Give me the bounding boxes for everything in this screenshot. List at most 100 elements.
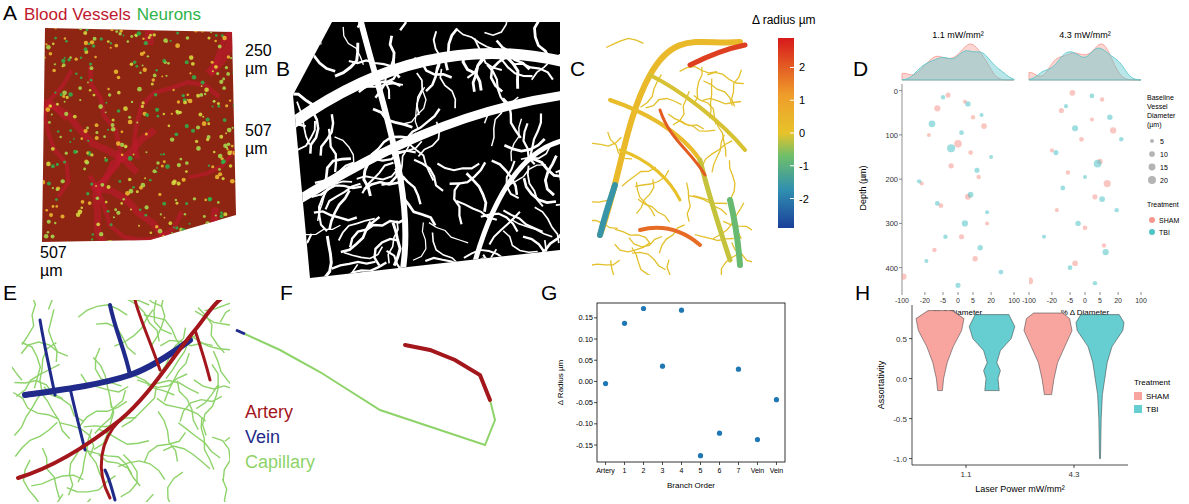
neuron <box>163 160 166 163</box>
neuron <box>222 86 226 90</box>
neuron <box>61 65 63 67</box>
capillary <box>702 141 732 166</box>
panel-letter: F <box>280 281 293 304</box>
capillary <box>49 309 57 362</box>
neuron <box>189 238 192 241</box>
neuron <box>107 40 110 43</box>
neuron <box>192 75 196 79</box>
neuron <box>220 214 224 218</box>
neuron <box>64 101 66 103</box>
point <box>603 381 608 386</box>
neuron <box>163 113 165 115</box>
neuron <box>168 125 171 128</box>
neuron <box>100 37 103 40</box>
capillary <box>485 249 497 291</box>
neuron <box>204 93 206 95</box>
point <box>1090 117 1094 121</box>
capillary <box>729 160 735 198</box>
neuron <box>198 230 201 233</box>
tick <box>909 458 912 459</box>
colorbar-tick-label: -2 <box>799 193 809 205</box>
capillary <box>417 73 422 115</box>
neuron <box>204 199 207 202</box>
neuron <box>81 200 85 204</box>
legend-label: 20 <box>1160 177 1168 184</box>
neuron <box>52 69 56 73</box>
neuron <box>128 120 133 125</box>
neuron <box>64 37 66 39</box>
point <box>1059 108 1064 113</box>
density-curve <box>1029 48 1141 80</box>
facet-title: 4.3 mW/mm² <box>1059 30 1111 40</box>
capillary <box>78 305 127 317</box>
point <box>641 306 646 311</box>
neuron <box>78 86 82 90</box>
neuron <box>215 175 219 179</box>
tick-label: -0.05 <box>576 398 593 407</box>
point <box>985 210 989 214</box>
capillary <box>592 137 621 146</box>
tick <box>909 338 912 339</box>
volume-render <box>42 28 236 242</box>
point <box>946 93 951 98</box>
capillary <box>519 256 527 299</box>
neuron <box>46 162 51 167</box>
panel-letter: D <box>853 57 868 80</box>
tick-label: 0.05 <box>578 356 593 365</box>
capillary <box>511 119 522 162</box>
neuron <box>86 192 89 195</box>
neuron <box>125 191 130 196</box>
neuron <box>100 183 104 187</box>
neuron <box>107 129 109 131</box>
capillary <box>393 223 400 266</box>
tick <box>776 462 777 465</box>
colorbar-tick <box>790 133 794 134</box>
capillary <box>350 217 379 247</box>
neuron <box>54 63 56 65</box>
colorbar-tick-label: 0 <box>799 127 805 139</box>
point <box>1066 170 1070 174</box>
tick <box>662 462 663 465</box>
neuron <box>138 225 140 227</box>
neuron <box>173 241 177 245</box>
tick-label: 4.3 <box>1068 470 1080 479</box>
neuron <box>155 108 159 112</box>
neuron <box>225 104 228 107</box>
point <box>954 140 962 148</box>
tick <box>681 462 682 465</box>
tick-label: 20 <box>987 297 995 304</box>
neuron <box>62 95 65 98</box>
tick-label: 3 <box>661 467 665 474</box>
neuron <box>59 136 62 139</box>
neuron <box>233 91 235 93</box>
capillary <box>707 72 744 83</box>
tick-label: 5 <box>699 467 703 474</box>
capillary <box>201 417 214 469</box>
neuron <box>54 27 57 30</box>
neuron <box>177 163 181 167</box>
neuron <box>47 231 50 234</box>
capillary <box>500 276 543 285</box>
neuron <box>110 28 114 32</box>
tick-label: 100 <box>885 131 898 140</box>
legend-label: Capillary <box>245 452 315 472</box>
capillary <box>223 479 231 502</box>
tick-label: 100 <box>1008 297 1020 304</box>
neuron <box>62 63 66 67</box>
neuron <box>110 47 112 49</box>
neuron <box>103 135 106 138</box>
neuron <box>47 220 51 224</box>
neuron <box>130 208 132 210</box>
tick <box>899 223 902 224</box>
tick <box>594 445 597 446</box>
capillary <box>434 31 441 74</box>
capillary <box>138 300 162 306</box>
neuron <box>191 62 195 66</box>
capillary <box>464 250 505 259</box>
capillary <box>484 7 507 35</box>
capillary <box>461 259 492 286</box>
point <box>1104 180 1111 187</box>
tick <box>643 462 644 465</box>
capillary <box>12 333 22 381</box>
tick <box>1074 465 1075 468</box>
